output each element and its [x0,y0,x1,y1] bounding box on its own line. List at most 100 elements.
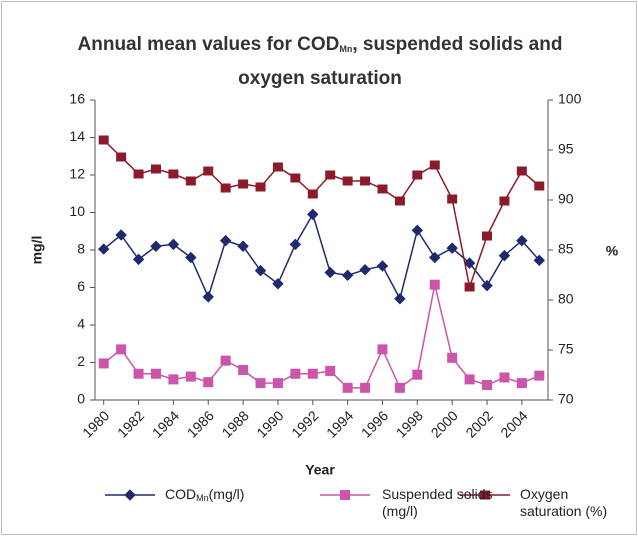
marker [168,169,179,179]
title-text: , suspended solids and oxygen saturation [238,34,563,89]
title-subscript: Mn [339,44,353,54]
legend-label: CODMn(mg/l) [165,486,335,507]
y-tick-label: 2 [77,353,85,369]
marker [498,249,511,262]
legend-subscript: Mn [196,493,209,503]
marker [360,382,371,393]
marker [290,173,301,183]
y2-tick-label: 70 [558,391,574,407]
marker [98,243,110,255]
marker [133,368,144,379]
y2-tick-label: 85 [558,241,574,257]
marker [360,176,371,186]
marker [203,377,214,388]
marker [482,231,493,241]
marker [272,162,283,172]
marker [185,371,196,382]
series-line [103,139,540,290]
x-tick-label: 1996 [358,407,391,440]
marker [533,254,545,267]
marker [167,238,180,251]
legend-marker [340,490,350,500]
marker [98,358,109,369]
marker [255,182,266,192]
marker [290,368,301,379]
marker [394,196,405,206]
x-tick-label: 1986 [184,407,217,440]
marker [516,378,527,389]
marker [429,251,441,264]
title-text: Annual mean values for COD [77,34,340,55]
legend-marker [124,489,136,501]
marker [342,382,353,393]
y2-axis-label: % [606,243,619,259]
marker [220,183,231,193]
y-tick-label: 14 [69,128,85,144]
marker [238,365,249,375]
y-tick-label: 0 [77,391,85,407]
legend-text: Oxygen saturation (%) [520,486,608,519]
y-tick-label: 10 [69,203,85,219]
marker [272,278,284,290]
marker [133,169,144,179]
marker [116,152,127,162]
marker [150,240,162,252]
marker [272,378,283,389]
x-tick-label: 1988 [218,407,251,440]
y2-tick-label: 90 [558,191,574,207]
x-tick-label: 1994 [323,407,356,440]
y-axis-label: mg/l [29,236,45,265]
marker [168,374,179,385]
marker [376,260,389,272]
marker [307,368,318,379]
y-tick-label: 16 [69,91,85,107]
marker [324,266,336,279]
marker [377,184,388,194]
marker [307,189,318,199]
y-tick-label: 4 [77,316,85,332]
marker [446,242,458,254]
legend-marker [480,490,490,500]
marker [132,253,145,266]
y-tick-label: 12 [69,166,85,182]
marker [289,238,302,251]
marker [254,264,267,277]
x-tick-label: 1984 [149,407,182,440]
marker [411,224,424,237]
marker [412,369,423,380]
legend-label: Suspended solids (mg/l) [382,486,502,520]
legend-text: COD [165,486,197,502]
marker [499,372,510,383]
marker [116,344,127,355]
marker [307,208,319,221]
marker [394,293,406,305]
marker [359,263,371,276]
marker [185,251,197,264]
legend-text: (mg/l) [208,486,245,502]
marker [342,176,353,186]
y-tick-label: 8 [77,241,85,257]
series-line [103,284,540,389]
marker [394,382,405,393]
marker [534,181,545,191]
marker [464,374,475,385]
marker [482,380,493,390]
marker [238,179,249,189]
marker [341,269,354,282]
marker [220,355,231,366]
marker [150,368,161,379]
marker [237,240,249,252]
marker [481,279,493,292]
legend-label: Oxygen saturation (%) [520,486,630,520]
marker [447,194,458,204]
marker [463,257,476,269]
marker [534,370,545,381]
legend-text: Suspended solids (mg/l) [382,486,493,519]
marker [150,164,161,174]
x-tick-label: 1980 [79,407,112,440]
marker [325,170,336,180]
x-axis-label: Year [305,462,335,478]
